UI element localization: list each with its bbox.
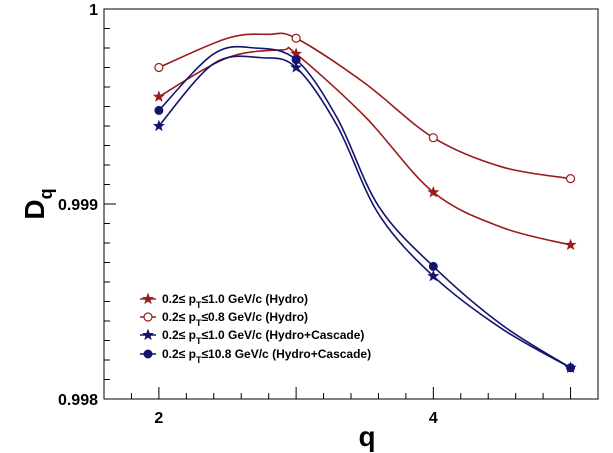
series-3-point xyxy=(152,119,165,132)
legend-label-part: ≤1.0 GeV/c (Hydro+Cascade) xyxy=(201,328,364,342)
y-axis-title: Dq xyxy=(19,188,56,219)
series-4-point xyxy=(566,363,576,373)
y-tick-label: 0.999 xyxy=(58,197,98,214)
legend-label-part: 0.2≤ p xyxy=(162,310,196,324)
series-2-point xyxy=(565,174,576,184)
legend-label-part: 0.2≤ p xyxy=(162,328,196,342)
y-axis-title-main: D xyxy=(19,199,50,219)
legend: 0.2≤ pT≤1.0 GeV/c (Hydro)0.2≤ pT≤0.8 GeV… xyxy=(140,292,371,365)
series-3-point xyxy=(427,269,440,282)
y-axis-title-sub: q xyxy=(36,188,56,199)
legend-marker xyxy=(143,349,153,359)
legend-label: 0.2≤ pT≤0.8 GeV/c (Hydro) xyxy=(162,310,308,328)
legend-label-subscript: T xyxy=(196,300,202,310)
legend-label-part: ≤1.0 GeV/c (Hydro) xyxy=(201,292,308,306)
series-2-point xyxy=(154,62,164,73)
legend-label: 0.2≤ pT≤1.0 GeV/c (Hydro) xyxy=(162,292,308,310)
legend-label: 0.2≤ pT≤10.8 GeV/c (Hydro+Cascade) xyxy=(162,347,371,365)
legend-label-part: ≤10.8 GeV/c (Hydro+Cascade) xyxy=(201,347,371,361)
legend-label-subscript: T xyxy=(196,318,202,328)
axis-ticks xyxy=(103,8,599,400)
series-markers xyxy=(152,33,577,373)
legend-label: 0.2≤ pT≤1.0 GeV/c (Hydro+Cascade) xyxy=(162,328,364,346)
series-1-point xyxy=(427,185,440,198)
series-1-point xyxy=(564,238,577,251)
y-tick-label: 1 xyxy=(89,2,98,19)
legend-marker xyxy=(143,312,153,322)
series-4-point xyxy=(428,261,438,271)
x-axis-title: q xyxy=(358,421,375,452)
legend-marker xyxy=(141,292,155,305)
series-4-point xyxy=(291,55,301,65)
series-2-point xyxy=(291,33,301,43)
legend-label-part: 0.2≤ p xyxy=(162,347,196,361)
series-1-point xyxy=(152,90,165,102)
legend-marker xyxy=(141,328,155,341)
legend-label-part: 0.2≤ p xyxy=(162,292,196,306)
x-tick-label: 2 xyxy=(154,410,163,427)
legend-label-subscript: T xyxy=(196,355,202,365)
series-2-line xyxy=(158,32,571,180)
series-1-line xyxy=(158,46,571,246)
legend-label-part: ≤0.8 GeV/c (Hydro) xyxy=(201,310,308,324)
tick-labels: 2 4 0.998 0.999 1 xyxy=(58,2,438,427)
series-3-line xyxy=(158,55,571,369)
series-4-line xyxy=(158,45,571,369)
series-3-point xyxy=(290,61,303,73)
legend-label-subscript: T xyxy=(196,336,202,346)
series-2-point xyxy=(428,133,438,143)
series-curves xyxy=(158,32,571,369)
x-tick-label: 4 xyxy=(429,410,438,427)
y-tick-label: 0.998 xyxy=(58,392,98,409)
series-4-point xyxy=(154,105,164,115)
svg-text:Dq: Dq xyxy=(19,188,56,219)
